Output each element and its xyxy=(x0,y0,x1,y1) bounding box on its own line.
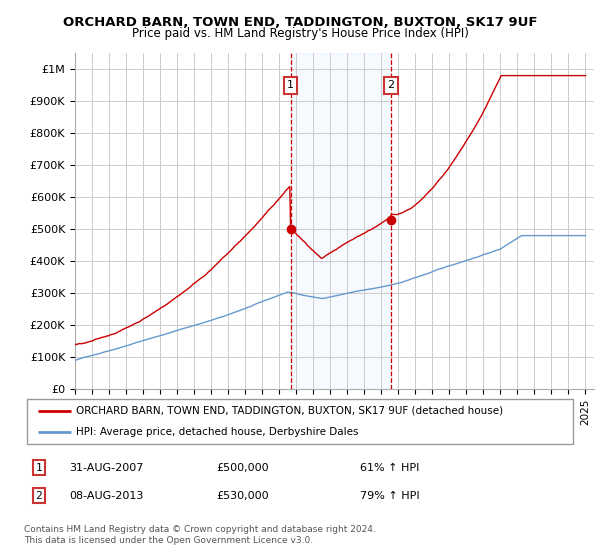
Text: 2: 2 xyxy=(388,80,395,90)
FancyBboxPatch shape xyxy=(27,399,573,444)
Text: 1: 1 xyxy=(35,463,43,473)
Text: Contains HM Land Registry data © Crown copyright and database right 2024.
This d: Contains HM Land Registry data © Crown c… xyxy=(24,525,376,545)
Text: 31-AUG-2007: 31-AUG-2007 xyxy=(69,463,143,473)
Text: 08-AUG-2013: 08-AUG-2013 xyxy=(69,491,143,501)
Text: £500,000: £500,000 xyxy=(216,463,269,473)
Bar xyxy=(290,53,391,389)
Text: Price paid vs. HM Land Registry's House Price Index (HPI): Price paid vs. HM Land Registry's House … xyxy=(131,27,469,40)
Text: ORCHARD BARN, TOWN END, TADDINGTON, BUXTON, SK17 9UF: ORCHARD BARN, TOWN END, TADDINGTON, BUXT… xyxy=(63,16,537,29)
Text: 61% ↑ HPI: 61% ↑ HPI xyxy=(360,463,419,473)
Text: 79% ↑ HPI: 79% ↑ HPI xyxy=(360,491,419,501)
Text: HPI: Average price, detached house, Derbyshire Dales: HPI: Average price, detached house, Derb… xyxy=(76,427,359,437)
Text: 2: 2 xyxy=(35,491,43,501)
Text: 1: 1 xyxy=(287,80,294,90)
Text: £530,000: £530,000 xyxy=(216,491,269,501)
Text: ORCHARD BARN, TOWN END, TADDINGTON, BUXTON, SK17 9UF (detached house): ORCHARD BARN, TOWN END, TADDINGTON, BUXT… xyxy=(76,406,503,416)
